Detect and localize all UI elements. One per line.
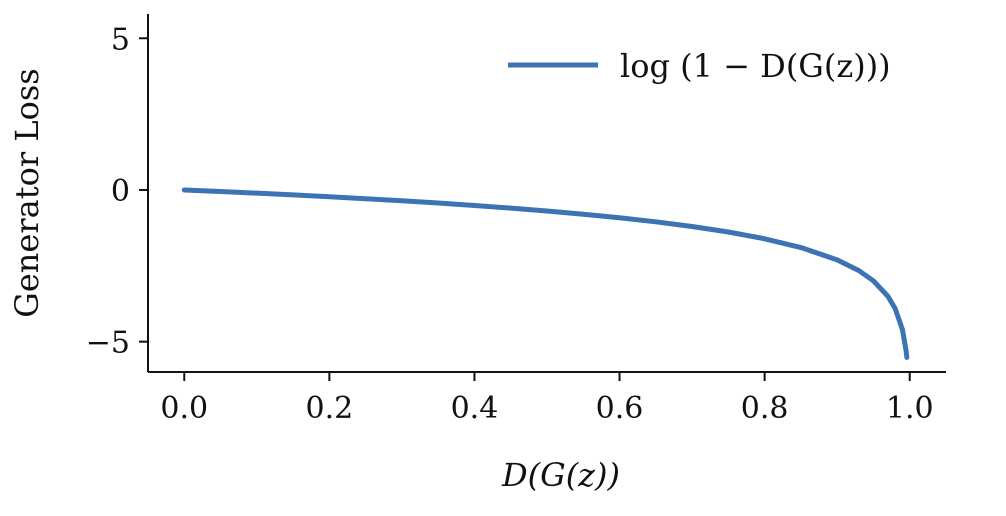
x-tick-label: 0.0 [160, 391, 208, 426]
series-group [181, 187, 910, 360]
y-ticks: −5 0 5 [86, 22, 148, 361]
legend-label: log (1 − D(G(z))) [620, 47, 891, 85]
series-line [181, 187, 910, 360]
y-tick-label: 0 [111, 174, 130, 209]
x-tick-label: 0.4 [451, 391, 499, 426]
x-tick-label: 0.8 [741, 391, 789, 426]
legend: log (1 − D(G(z))) [508, 47, 891, 85]
y-axis-label: Generator Loss [8, 68, 46, 317]
y-tick-label: 5 [111, 22, 130, 57]
x-ticks: 0.0 0.2 0.4 0.6 0.8 1.0 [160, 372, 934, 426]
x-axis-label: D(G(z)) [501, 456, 620, 494]
x-tick-label: 0.2 [306, 391, 354, 426]
y-tick-label: −5 [86, 326, 130, 361]
x-tick-label: 0.6 [596, 391, 644, 426]
x-tick-label: 1.0 [886, 391, 934, 426]
